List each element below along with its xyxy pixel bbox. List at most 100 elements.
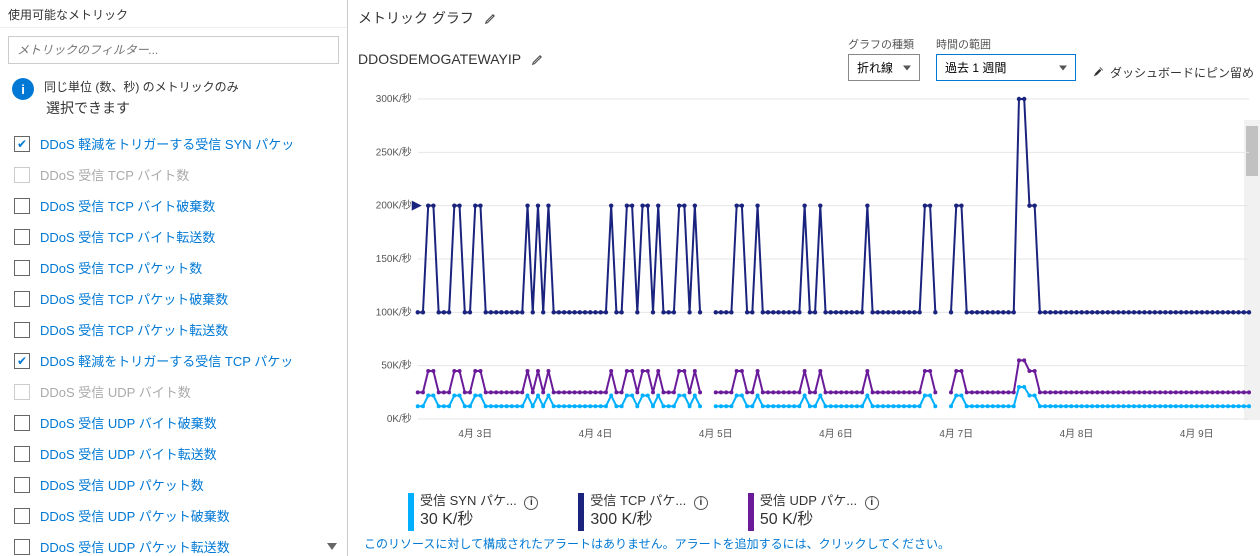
metric-item[interactable]: DDoS 受信 UDP パケット数	[0, 469, 347, 500]
checkbox[interactable]	[14, 260, 30, 276]
checkbox[interactable]	[14, 291, 30, 307]
checkbox[interactable]	[14, 446, 30, 462]
svg-text:50K/秒: 50K/秒	[381, 359, 411, 372]
metric-item[interactable]: DDoS 受信 UDP バイト破棄数	[0, 407, 347, 438]
controls: グラフの種類 折れ線 時間の範囲 過去 1 週間 ダッシュボードにピン留め	[848, 36, 1254, 81]
metric-item[interactable]: DDoS 軽減をトリガーする受信 TCP パケッ	[0, 345, 347, 376]
metric-item[interactable]: DDoS 軽減をトリガーする受信 SYN パケッ	[0, 128, 347, 159]
legend-label: 受信 SYN パケ... i	[420, 493, 538, 510]
svg-text:250K/秒: 250K/秒	[376, 145, 412, 158]
pin-icon	[1092, 66, 1106, 80]
metric-label: DDoS 受信 TCP バイト転送数	[40, 227, 215, 246]
time-range-select[interactable]: 過去 1 週間	[936, 54, 1076, 81]
metric-label: DDoS 受信 UDP バイト破棄数	[40, 413, 217, 432]
legend-item: 受信 SYN パケ... i30 K/秒	[408, 493, 538, 531]
checkbox[interactable]	[14, 415, 30, 431]
metric-item[interactable]: DDoS 受信 UDP バイト数	[0, 376, 347, 407]
metric-label: DDoS 受信 TCP パケット転送数	[40, 320, 228, 339]
metric-label: DDoS 軽減をトリガーする受信 TCP パケッ	[40, 351, 293, 370]
metric-label: DDoS 受信 UDP バイト数	[40, 382, 191, 401]
svg-text:150K/秒: 150K/秒	[376, 252, 412, 265]
metric-label: DDoS 受信 TCP パケット数	[40, 258, 202, 277]
metric-label: DDoS 受信 TCP パケット破棄数	[40, 289, 228, 308]
legend-label: 受信 UDP パケ... i	[760, 493, 879, 510]
edit-resource-icon[interactable]	[531, 52, 545, 66]
info-text-1: 同じ単位 (数、秒) のメトリックのみ	[44, 78, 239, 96]
legend-value: 300 K/秒	[590, 510, 707, 531]
checkbox[interactable]	[14, 477, 30, 493]
legend-label: 受信 TCP パケ... i	[590, 493, 707, 510]
metric-item[interactable]: DDoS 受信 TCP バイト転送数	[0, 221, 347, 252]
metric-label: DDoS 受信 TCP バイト破棄数	[40, 196, 215, 215]
metric-label: DDoS 受信 TCP バイト数	[40, 165, 189, 184]
svg-text:4月 7日: 4月 7日	[939, 428, 973, 440]
time-range-label: 時間の範囲	[936, 36, 1076, 52]
svg-text:100K/秒: 100K/秒	[376, 305, 412, 318]
metric-item[interactable]: DDoS 受信 UDP バイト転送数	[0, 438, 347, 469]
metric-item[interactable]: DDoS 受信 TCP パケット転送数	[0, 314, 347, 345]
svg-text:4月 9日: 4月 9日	[1180, 428, 1214, 440]
metric-label: DDoS 受信 UDP バイト転送数	[40, 444, 217, 463]
checkbox[interactable]	[14, 167, 30, 183]
edit-title-icon[interactable]	[484, 11, 498, 25]
svg-text:4月 3日: 4月 3日	[458, 428, 492, 440]
svg-text:200K/秒: 200K/秒	[376, 199, 412, 212]
metric-label: DDoS 受信 UDP パケット数	[40, 475, 204, 494]
checkbox[interactable]	[14, 384, 30, 400]
sidebar: 使用可能なメトリック i 同じ単位 (数、秒) のメトリックのみ 選択できます …	[0, 0, 348, 556]
chart-title: メトリック グラフ	[358, 8, 474, 28]
legend-color	[578, 493, 584, 531]
legend-value: 30 K/秒	[420, 510, 538, 531]
chart-area: 300K/秒 250K/秒 200K/秒 150K/秒 100K/秒 50K/秒 0K/秒 4…	[358, 89, 1254, 491]
time-range-group: 時間の範囲 過去 1 週間	[936, 36, 1076, 81]
svg-text:0K/秒: 0K/秒	[387, 412, 412, 425]
svg-text:4月 8日: 4月 8日	[1060, 428, 1094, 440]
metric-item[interactable]: DDoS 受信 UDP パケット破棄数	[0, 500, 347, 531]
main: メトリック グラフ DDOSDEMOGATEWAYIP グラフの種類 折れ線 時…	[348, 0, 1260, 556]
info-text-2: 選択できます	[44, 96, 239, 118]
chart-type-select[interactable]: 折れ線	[848, 54, 920, 81]
checkbox[interactable]	[14, 229, 30, 245]
checkbox[interactable]	[14, 322, 30, 338]
metric-item[interactable]: DDoS 受信 TCP バイト数	[0, 159, 347, 190]
alert-link[interactable]: このリソースに対して構成されたアラートはありません。アラートを追加するには、クリ…	[358, 533, 1254, 552]
legend-value: 50 K/秒	[760, 510, 879, 531]
checkbox[interactable]	[14, 353, 30, 369]
svg-text:4月 5日: 4月 5日	[699, 428, 733, 440]
svg-text:4月 4日: 4月 4日	[579, 428, 613, 440]
legend-item: 受信 UDP パケ... i50 K/秒	[748, 493, 879, 531]
info-icon[interactable]: i	[524, 496, 538, 510]
chart-type-group: グラフの種類 折れ線	[848, 36, 920, 81]
metric-item[interactable]: DDoS 受信 TCP バイト破棄数	[0, 190, 347, 221]
legend-item: 受信 TCP パケ... i300 K/秒	[578, 493, 707, 531]
info-icon[interactable]: i	[865, 496, 879, 510]
legend: 受信 SYN パケ... i30 K/秒 受信 TCP パケ... i300 K/…	[358, 491, 1254, 533]
checkbox[interactable]	[14, 198, 30, 214]
sidebar-title: 使用可能なメトリック	[0, 0, 347, 28]
svg-text:300K/秒: 300K/秒	[376, 92, 412, 105]
checkbox[interactable]	[14, 508, 30, 524]
legend-color	[408, 493, 414, 531]
legend-color	[748, 493, 754, 531]
checkbox[interactable]	[14, 136, 30, 152]
metric-list[interactable]: DDoS 軽減をトリガーする受信 SYN パケッ DDoS 受信 TCP バイト数…	[0, 128, 347, 556]
svg-text:4月 6日: 4月 6日	[819, 428, 853, 440]
info-icon[interactable]: i	[694, 496, 708, 510]
metric-label: DDoS 軽減をトリガーする受信 SYN パケッ	[40, 134, 294, 153]
metric-item[interactable]: DDoS 受信 TCP パケット数	[0, 252, 347, 283]
pin-to-dashboard[interactable]: ダッシュボードにピン留め	[1092, 64, 1254, 81]
resource-name: DDOSDEMOGATEWAYIP	[358, 51, 521, 67]
metric-item[interactable]: DDoS 受信 TCP パケット破棄数	[0, 283, 347, 314]
checkbox[interactable]	[14, 539, 30, 555]
line-chart: 300K/秒 250K/秒 200K/秒 150K/秒 100K/秒 50K/秒 0K/秒 4…	[358, 89, 1254, 469]
header-row-1: メトリック グラフ	[358, 4, 1254, 32]
metric-item[interactable]: DDoS 受信 UDP パケット転送数	[0, 531, 347, 556]
info-icon: i	[12, 78, 34, 100]
header-row-2: DDOSDEMOGATEWAYIP グラフの種類 折れ線 時間の範囲 過去 1 …	[358, 32, 1254, 89]
metric-filter-input[interactable]	[8, 36, 339, 64]
metric-label: DDoS 受信 UDP パケット破棄数	[40, 506, 230, 525]
metric-label: DDoS 受信 UDP パケット転送数	[40, 537, 230, 556]
chart-type-label: グラフの種類	[848, 36, 920, 52]
info-row: i 同じ単位 (数、秒) のメトリックのみ 選択できます	[0, 68, 347, 128]
filter-wrap	[0, 28, 347, 68]
